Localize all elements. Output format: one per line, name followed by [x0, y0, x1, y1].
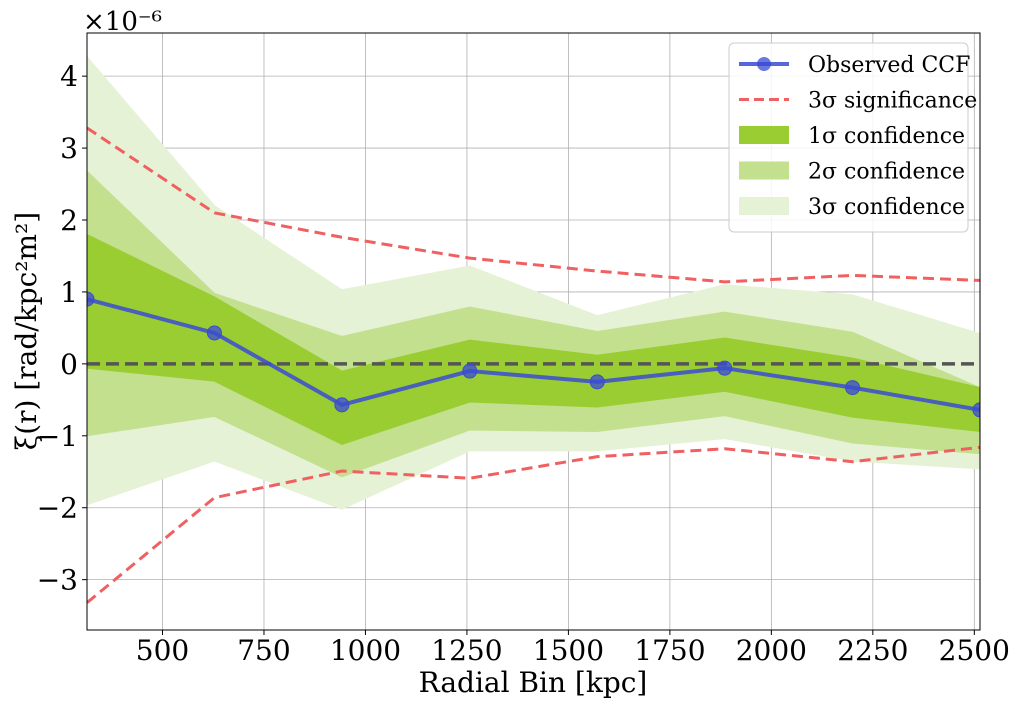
x-tick-label: 2500	[939, 634, 1009, 667]
x-tick-label: 1250	[431, 634, 502, 667]
1sigma-confidence-band	[87, 233, 980, 445]
x-axis-label: Radial Bin [kpc]	[419, 666, 648, 699]
observed-ccf-point	[206, 325, 222, 341]
plot-frame	[86, 32, 981, 631]
x-tick-label: 500	[136, 634, 189, 667]
legend-label: Observed CCF	[808, 53, 970, 78]
y-tick-label: 0	[60, 348, 78, 381]
observed-ccf-point	[717, 360, 733, 376]
x-tick-label: 1500	[533, 634, 604, 667]
observed-ccf-point	[462, 363, 478, 379]
significance-upper-line	[87, 126, 980, 284]
observed-ccf-line	[87, 297, 980, 412]
legend-swatch-patch	[739, 161, 789, 180]
y-tick-label: 1	[60, 276, 78, 309]
y-tick-label: −2	[37, 492, 78, 525]
y-axis-label: ξ(r) [rad/kpc²m²]	[10, 212, 43, 450]
observed-ccf-point	[845, 380, 861, 396]
x-tick-label: 2250	[837, 634, 908, 667]
observed-ccf-point	[334, 397, 350, 413]
legend-swatch-patch	[739, 126, 789, 144]
data-lines	[87, 126, 980, 604]
observed-ccf-point	[972, 402, 980, 418]
legend: Observed CCF 3σ significance 1σ confidence…	[728, 42, 977, 233]
y-tick-label: 2	[60, 204, 78, 237]
y-scale-label: ×10⁻⁶	[83, 7, 162, 37]
y-tick-label: 3	[60, 132, 78, 165]
x-tick-label: 1000	[330, 634, 401, 667]
x-tick-label: 750	[237, 634, 290, 667]
legend-label: 2σ confidence	[808, 160, 965, 185]
legend-label: 3σ significance	[808, 89, 977, 114]
y-tick-label: 4	[60, 60, 78, 93]
x-tick-label: 1750	[634, 634, 705, 667]
y-tick-label: −3	[37, 564, 78, 597]
legend-box	[728, 42, 969, 233]
legend-swatch-patch	[739, 197, 789, 215]
observed-ccf-point	[589, 374, 605, 390]
legend-label: 3σ confidence	[808, 195, 965, 220]
ticks: 500 750 1000 1250 1500 1750 2000 2250 2500 −3 −2 −1…	[37, 60, 1009, 667]
x-tick-label: 2000	[736, 634, 807, 667]
legend-swatch-marker	[757, 57, 771, 71]
legend-label: 1σ confidence	[808, 124, 965, 149]
significance-lower-line	[87, 445, 980, 604]
observed-ccf-point	[87, 291, 95, 307]
confidence-bands	[87, 55, 980, 510]
y-tick-label: −1	[37, 420, 78, 453]
